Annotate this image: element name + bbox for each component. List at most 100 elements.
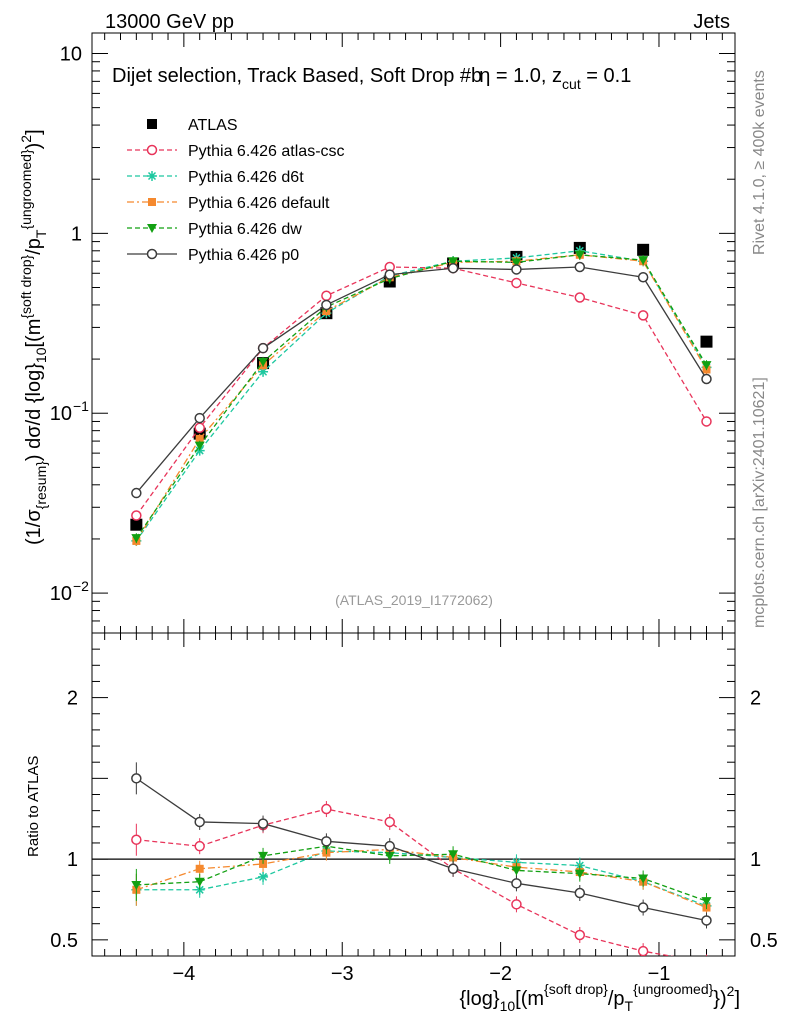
side-label-top: Rivet 4.1.0, ≥ 400k events xyxy=(751,70,768,255)
ratio-point xyxy=(637,945,649,956)
ratio-point xyxy=(574,929,586,941)
legend-item: Pythia 6.426 d6t xyxy=(127,169,304,186)
ratio-y-tick-label: 1 xyxy=(67,849,78,871)
data-point xyxy=(701,373,712,385)
ratio-point xyxy=(638,874,649,884)
data-point xyxy=(194,441,205,451)
data-point xyxy=(574,250,585,260)
data-point xyxy=(574,261,586,273)
ratio-point xyxy=(511,866,522,876)
data-point xyxy=(637,243,650,256)
ratio-point xyxy=(702,958,711,967)
data-point xyxy=(447,262,459,274)
data-point xyxy=(511,264,522,275)
ratio-point xyxy=(194,840,205,852)
data-point xyxy=(257,342,269,354)
data-point xyxy=(701,361,712,371)
legend-item: Pythia 6.426 dw xyxy=(127,221,302,238)
series-pythia-6-426-atlas-csc xyxy=(131,261,712,521)
ratio-point xyxy=(194,816,205,828)
ratio-point xyxy=(447,863,459,875)
ratio-y-tick-label: 0.5 xyxy=(50,930,78,952)
legend-label: Pythia 6.426 atlas-csc xyxy=(188,143,345,160)
data-point xyxy=(321,290,332,301)
data-point xyxy=(194,422,205,434)
data-point xyxy=(637,310,649,321)
legend-label: Pythia 6.426 default xyxy=(188,195,330,212)
data-point xyxy=(131,510,142,521)
data-point xyxy=(701,416,712,427)
data-point xyxy=(131,487,142,499)
x-tick-label: −4 xyxy=(172,963,195,985)
series-atlas xyxy=(130,241,713,531)
ratio-point xyxy=(259,859,268,868)
data-point xyxy=(638,256,649,266)
side-label-bottom: mcplots.cern.ch [arXiv:2401.10621] xyxy=(751,377,768,628)
analysis-watermark: (ATLAS_2019_I1772062) xyxy=(335,592,493,608)
ratio-point xyxy=(511,899,522,910)
ratio-point xyxy=(131,834,142,845)
data-point xyxy=(258,357,269,367)
y-tick-label: 10 xyxy=(50,583,72,605)
ratio-y-tick-label-right: 0.5 xyxy=(750,930,778,952)
main-y-axis-label: (1/σ{resum}) dσ/d {log}10[(m{soft drop}/… xyxy=(18,129,49,545)
ratio-point xyxy=(448,850,459,860)
x-tick-label: −3 xyxy=(331,963,354,985)
ratio-point xyxy=(321,803,332,815)
x-axis-label: {log}10[(m{soft drop}/pT{ungroomed}})2] xyxy=(460,981,741,1014)
ratio-series-pythia-6-426-dw xyxy=(131,838,712,910)
ratio-point xyxy=(574,869,585,879)
ratio-y-tick-label-right: 2 xyxy=(750,688,761,710)
ratio-point xyxy=(321,836,332,847)
legend-item: Pythia 6.426 default xyxy=(127,195,330,212)
data-point xyxy=(574,292,586,303)
ratio-point xyxy=(131,880,142,890)
data-point xyxy=(511,258,522,268)
data-point xyxy=(258,366,269,377)
ratio-point xyxy=(637,902,649,913)
y-tick-label: 1 xyxy=(71,223,82,245)
y-tick-exponent: −1 xyxy=(73,398,89,414)
ratio-point xyxy=(511,878,522,889)
y-tick-label: 10 xyxy=(60,43,82,65)
ratio-point xyxy=(384,816,395,828)
main-series xyxy=(130,241,713,546)
series-pythia-6-426-d6t xyxy=(131,245,712,546)
ratio-point xyxy=(194,877,205,887)
legend-item: ATLAS xyxy=(147,117,238,134)
ratio-series-pythia-6-426-p0 xyxy=(131,762,712,929)
ratio-point xyxy=(384,840,395,852)
header-left: 13000 GeV pp xyxy=(105,11,234,33)
legend-label: Pythia 6.426 d6t xyxy=(188,169,304,186)
data-point xyxy=(195,434,204,443)
series-pythia-6-426-default xyxy=(132,249,711,546)
ratio-point xyxy=(195,864,204,873)
legend-item: Pythia 6.426 p0 xyxy=(127,247,299,264)
x-tick-label: −2 xyxy=(489,963,512,985)
ratio-point xyxy=(258,851,269,861)
axis-ticks xyxy=(92,33,735,956)
x-tick-label: −1 xyxy=(648,963,671,985)
data-point xyxy=(130,518,143,531)
ratio-series xyxy=(131,762,712,967)
ratio-y-tick-label-right: 1 xyxy=(750,849,761,871)
data-point xyxy=(194,412,205,424)
data-point xyxy=(700,335,713,348)
data-point xyxy=(511,277,522,289)
ratio-point xyxy=(131,773,142,784)
series-pythia-6-426-p0 xyxy=(131,261,712,499)
ratio-point xyxy=(701,897,712,907)
data-point xyxy=(321,299,332,311)
ratio-point xyxy=(574,887,586,899)
data-point xyxy=(637,272,649,283)
data-point xyxy=(384,269,395,280)
ratio-y-tick-label: 2 xyxy=(67,688,78,710)
ratio-point xyxy=(384,851,395,861)
header-right: Jets xyxy=(693,11,730,33)
chart-title: Dijet selection, Track Based, Soft Drop … xyxy=(112,65,631,92)
ratio-point xyxy=(257,818,269,829)
legend-label: Pythia 6.426 dw xyxy=(188,221,302,238)
legend-item: Pythia 6.426 atlas-csc xyxy=(127,143,345,160)
